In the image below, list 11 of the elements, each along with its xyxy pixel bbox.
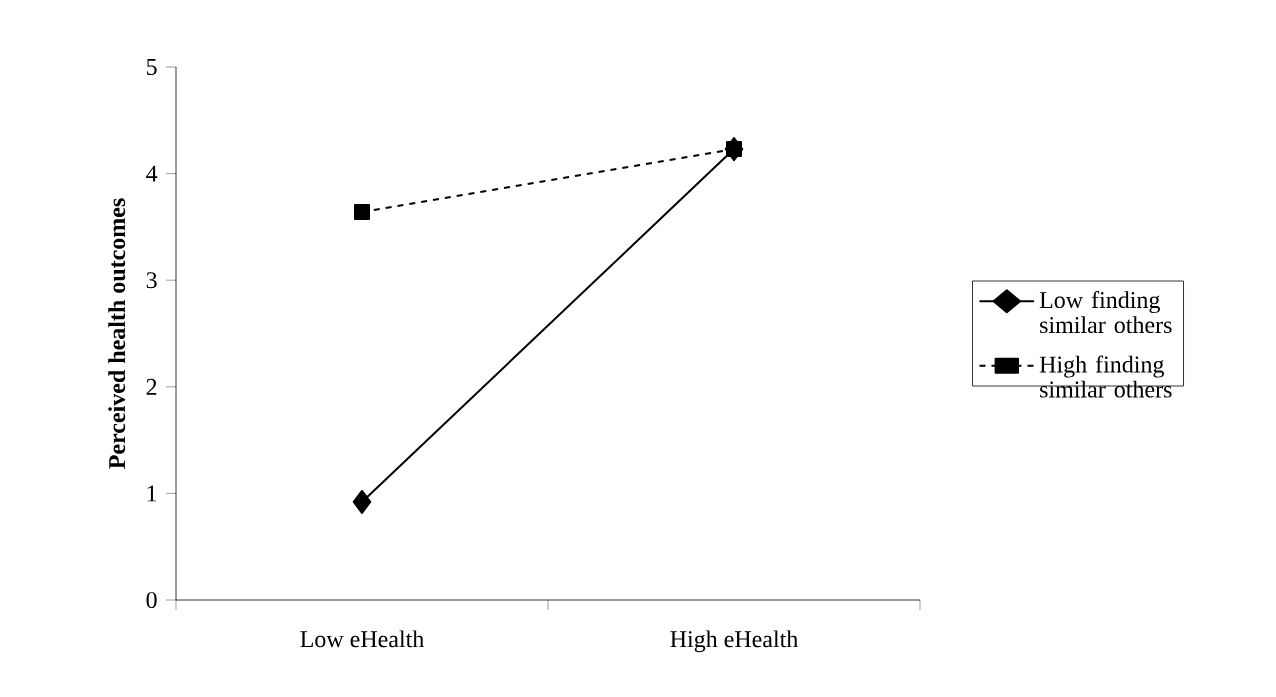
y-tick-label: 2 xyxy=(146,378,157,395)
legend-label: Low finding similar others xyxy=(1039,291,1172,334)
x-tick-label: High eHealth xyxy=(670,630,798,653)
y-tick-label: 1 xyxy=(147,485,157,502)
y-tick-label: 4 xyxy=(146,165,158,182)
y-tick-label: 3 xyxy=(146,272,157,289)
y-tick-label: 5 xyxy=(146,59,157,75)
y-tick-label: 0 xyxy=(146,591,157,609)
x-tick-label: Low eHealth xyxy=(300,630,424,648)
legend-label: High finding similar others xyxy=(1039,355,1172,398)
y-axis-title: Perceived health outcomes xyxy=(108,198,126,469)
